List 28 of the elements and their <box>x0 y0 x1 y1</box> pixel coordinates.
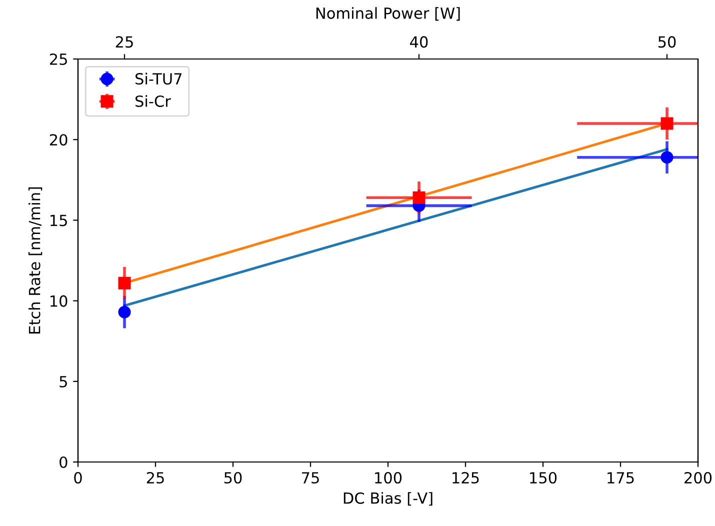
y-tick-label: 10 <box>50 295 68 307</box>
x-axis-title: DC Bias [-V] <box>344 492 432 506</box>
x-tick-label: 150 <box>530 472 557 484</box>
x-tick-label: 175 <box>608 472 634 484</box>
legend-label: Si-TU7 <box>136 72 182 85</box>
y-tick-label: 15 <box>50 214 67 226</box>
point <box>660 117 674 130</box>
text: 40 <box>410 36 428 48</box>
x-tick-label: 0 <box>74 472 82 484</box>
legend-label: Si-Cr <box>136 95 171 107</box>
text: 25 <box>116 36 133 48</box>
y-tick-label: 20 <box>50 134 68 146</box>
point <box>412 191 426 204</box>
point <box>118 306 131 318</box>
point <box>118 276 131 290</box>
y-axis-title: Etch Rate [nm/min] <box>28 187 42 334</box>
x-tick-label: 25 <box>146 472 164 484</box>
y-tick-label: 5 <box>60 376 67 388</box>
x-tick-label: 200 <box>684 472 712 484</box>
point <box>660 151 674 164</box>
y-tick-label: 25 <box>50 53 67 66</box>
x-tick-label: 75 <box>302 472 319 484</box>
x-tick-label: 125 <box>452 472 479 484</box>
y-tick-label: 0 <box>60 456 68 468</box>
text: 50 <box>658 36 676 48</box>
x-tick-label: 50 <box>224 472 242 484</box>
x-tick-label: 100 <box>375 472 402 484</box>
x2-axis-title: Nominal Power [W] <box>316 7 460 21</box>
